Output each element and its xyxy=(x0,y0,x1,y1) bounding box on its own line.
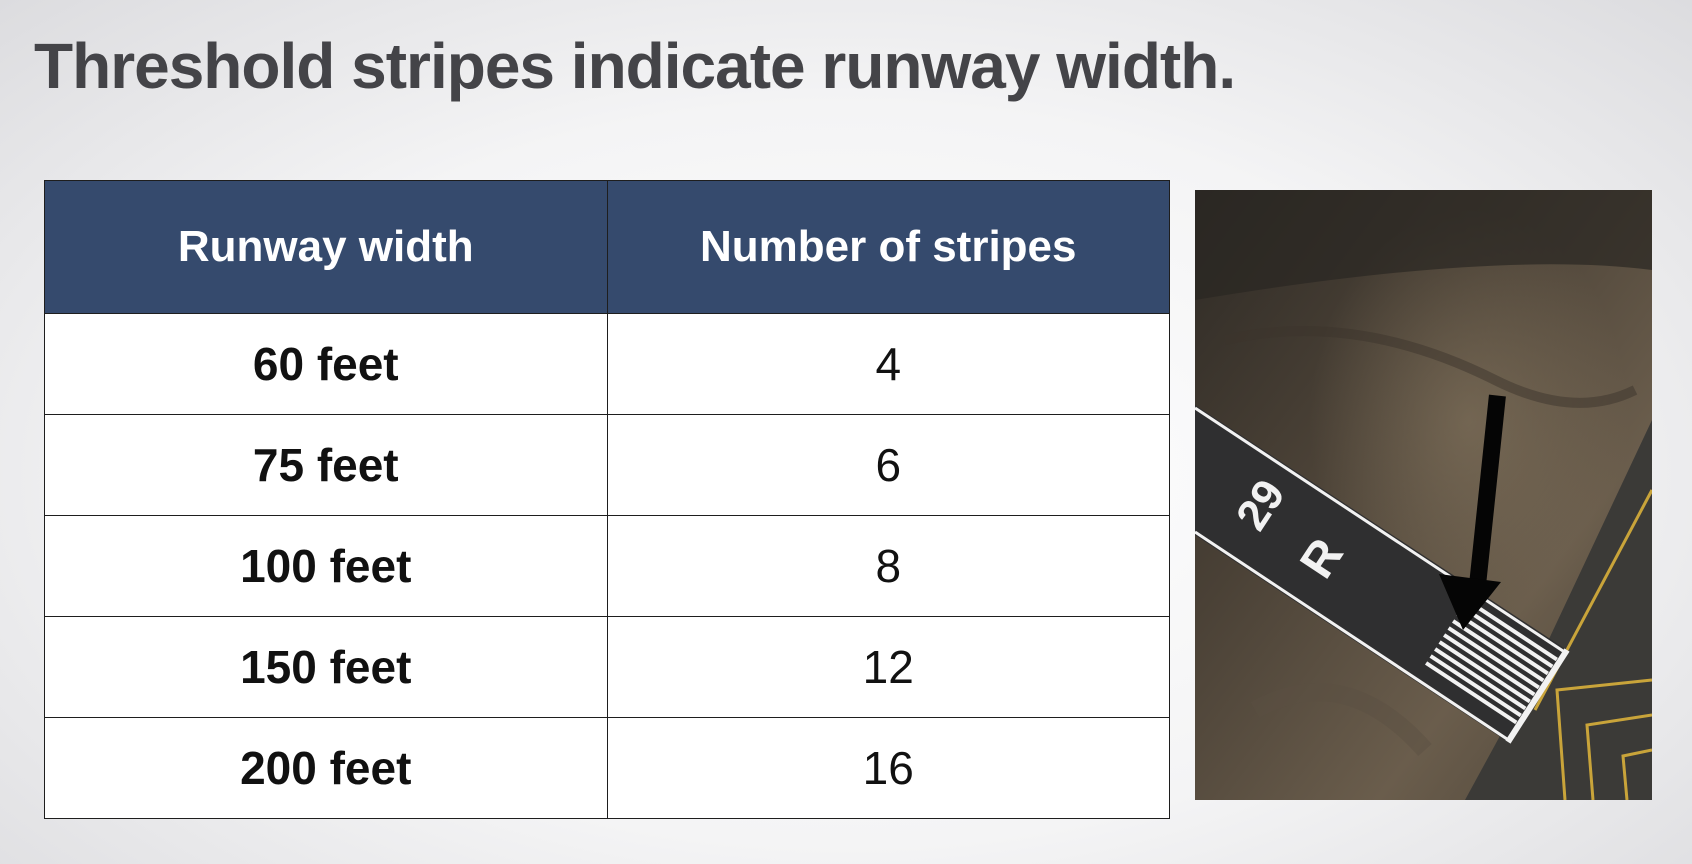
runway-surface xyxy=(1195,405,1567,742)
stripe-count-cell: 16 xyxy=(606,717,1170,819)
threshold-stripe xyxy=(1460,605,1554,669)
runway-width-cell: 60 feet xyxy=(44,313,608,415)
stripe-count-cell: 8 xyxy=(606,515,1170,617)
runway-width-cell: 200 feet xyxy=(44,717,608,819)
stripe-count-cell: 12 xyxy=(606,616,1170,718)
threshold-stripe xyxy=(1429,654,1522,718)
threshold-bar xyxy=(1505,648,1570,744)
threshold-stripe xyxy=(1447,626,1540,690)
arrow-shaft xyxy=(1469,394,1506,586)
arrow-icon xyxy=(1439,574,1501,630)
table-row: 200 feet 16 xyxy=(44,717,1170,819)
threshold-stripe xyxy=(1433,647,1527,711)
threshold-stripe xyxy=(1424,661,1518,725)
runway-illustration: 29 R xyxy=(1195,190,1652,800)
taxiway-surface xyxy=(1465,420,1652,800)
threshold-stripe xyxy=(1465,598,1558,662)
runway-width-cell: 75 feet xyxy=(44,414,608,516)
threshold-stripe xyxy=(1442,633,1536,697)
stripe-count-cell: 6 xyxy=(606,414,1170,516)
header-number-of-stripes: Number of stripes xyxy=(606,180,1170,314)
runway-stripes-table: Runway width Number of stripes 60 feet 4… xyxy=(44,180,1170,819)
threshold-stripe xyxy=(1456,612,1549,676)
table-row: 100 feet 8 xyxy=(44,515,1170,617)
runway-edge-line xyxy=(1195,530,1508,741)
stripe-count-cell: 4 xyxy=(606,313,1170,415)
runway-width-cell: 150 feet xyxy=(44,616,608,718)
runway-edge-line xyxy=(1195,406,1564,653)
header-runway-width: Runway width xyxy=(44,180,608,314)
threshold-stripe xyxy=(1451,619,1545,683)
table-row: 75 feet 6 xyxy=(44,414,1170,516)
runway-width-cell: 100 feet xyxy=(44,515,608,617)
runway-aerial-photo: 29 R xyxy=(1195,190,1652,800)
slide-title: Threshold stripes indicate runway width. xyxy=(34,30,1236,102)
table-row: 150 feet 12 xyxy=(44,616,1170,718)
table-header-row: Runway width Number of stripes xyxy=(44,180,1170,314)
table-row: 60 feet 4 xyxy=(44,313,1170,415)
threshold-stripes xyxy=(1424,598,1558,725)
threshold-stripe xyxy=(1438,640,1531,704)
